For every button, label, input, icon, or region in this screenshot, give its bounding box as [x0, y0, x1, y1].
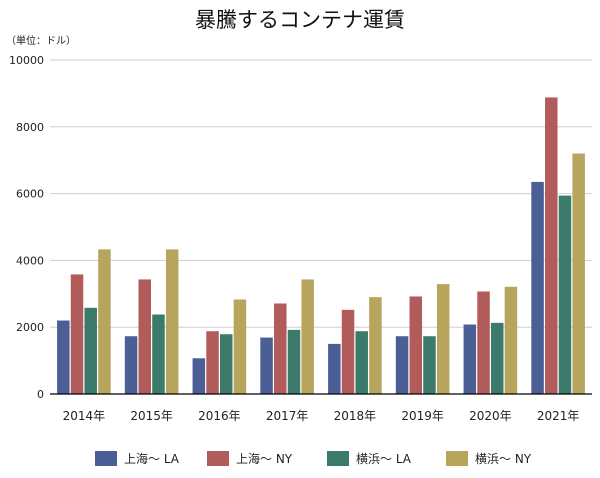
x-tick-label: 2018年 — [334, 409, 377, 423]
x-tick-label: 2016年 — [198, 409, 241, 423]
bars — [57, 97, 585, 395]
y-tick-label: 6000 — [16, 188, 44, 201]
y-tick-label: 4000 — [16, 254, 44, 267]
bar — [98, 249, 111, 394]
x-tick-label: 2015年 — [130, 409, 173, 423]
chart-title: 暴騰するコンテナ運賃 — [195, 8, 405, 32]
y-tick-label: 0 — [37, 388, 44, 401]
legend-label: 上海～ NY — [236, 451, 293, 466]
bar — [355, 331, 368, 394]
bar — [152, 314, 165, 394]
bar — [138, 279, 152, 394]
bar — [436, 284, 450, 394]
bar — [341, 309, 355, 394]
y-axis-ticks: 0 2000 4000 6000 8000 10000 — [9, 54, 44, 401]
x-tick-label: 2020年 — [469, 409, 512, 423]
bar — [369, 297, 382, 394]
y-tick-label: 8000 — [16, 121, 44, 134]
bar — [192, 358, 206, 394]
bar — [490, 322, 504, 394]
bar — [395, 336, 409, 394]
bar — [558, 195, 572, 394]
bar — [57, 320, 70, 394]
legend-swatch — [95, 451, 117, 466]
bar — [531, 181, 544, 394]
y-tick-label: 10000 — [9, 54, 44, 67]
bar — [572, 153, 585, 394]
x-axis-ticks: 2014年 2015年 2016年 2017年 2018年 2019年 2020年 2021年 — [63, 409, 580, 423]
bar — [233, 299, 247, 394]
y-tick-label: 2000 — [16, 321, 44, 334]
bar — [124, 336, 138, 394]
bar — [219, 334, 233, 394]
x-tick-label: 2017年 — [266, 409, 309, 423]
x-tick-label: 2021年 — [537, 409, 580, 423]
bar — [165, 249, 179, 394]
legend-swatch — [207, 451, 229, 466]
legend-label: 上海～ LA — [124, 451, 180, 466]
bar — [328, 343, 341, 394]
legend-label: 横浜～ LA — [356, 452, 412, 466]
bar — [287, 329, 301, 394]
bar — [409, 296, 423, 394]
bar — [423, 336, 436, 394]
bar — [504, 286, 518, 394]
x-tick-label: 2014年 — [63, 409, 106, 423]
legend: 上海～ LA 上海～ NY 横浜～ LA 横浜～ NY — [95, 451, 532, 466]
bar — [301, 279, 314, 394]
legend-label: 横浜～ NY — [475, 452, 532, 466]
bar — [545, 97, 558, 395]
bar — [70, 274, 84, 394]
bar — [84, 307, 97, 394]
bar — [206, 331, 219, 394]
legend-swatch — [446, 451, 468, 466]
bar — [274, 303, 287, 394]
unit-label: （単位：ドル） — [6, 34, 76, 47]
legend-swatch — [327, 451, 349, 466]
bar — [477, 291, 490, 394]
x-tick-label: 2019年 — [401, 409, 444, 423]
bar — [260, 337, 273, 394]
bar — [463, 324, 477, 394]
